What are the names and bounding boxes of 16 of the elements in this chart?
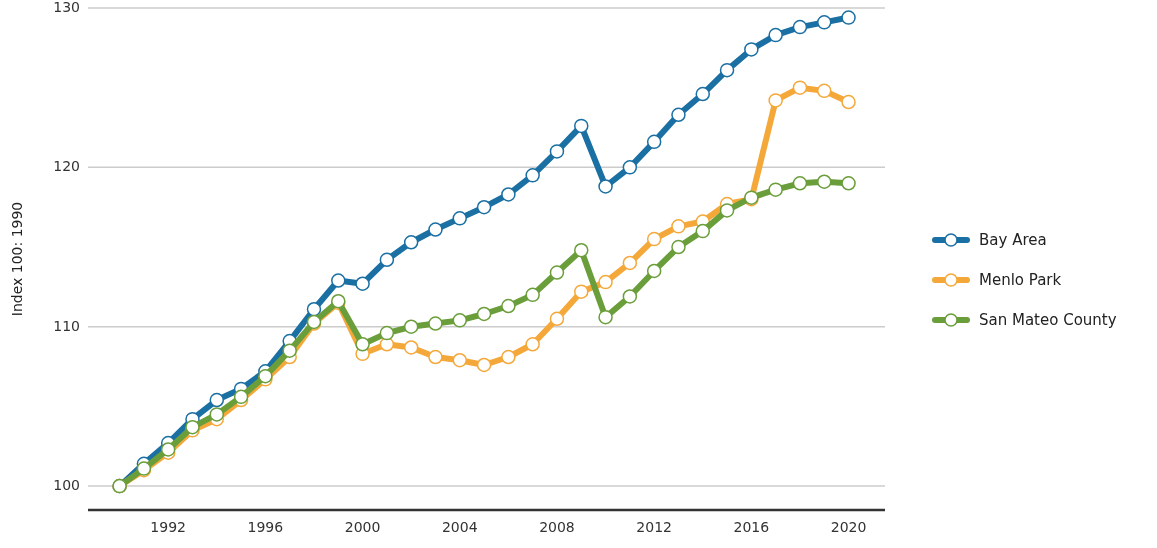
y-tick-label: 100 [53, 477, 80, 494]
x-tick-label: 2004 [441, 519, 478, 535]
x-tick-label: 2008 [539, 519, 575, 535]
y-tick-label: 120 [53, 158, 80, 175]
x-tick-label: 1992 [150, 519, 187, 535]
x-tick-label: 2020 [830, 519, 867, 535]
x-tick-label: 2000 [344, 519, 381, 535]
legend-label: San Mateo County [979, 310, 1117, 329]
x-tick-label: 1996 [247, 519, 284, 535]
legend-label: Bay Area [979, 230, 1047, 249]
y-tick-label: 130 [53, 0, 80, 15]
x-tick-label: 2016 [733, 519, 770, 535]
legend-label: Menlo Park [979, 270, 1062, 289]
y-tick-label: 110 [53, 317, 80, 334]
y-axis-title: Index 100: 1990 [9, 201, 25, 317]
x-tick-label: 2012 [636, 519, 672, 535]
